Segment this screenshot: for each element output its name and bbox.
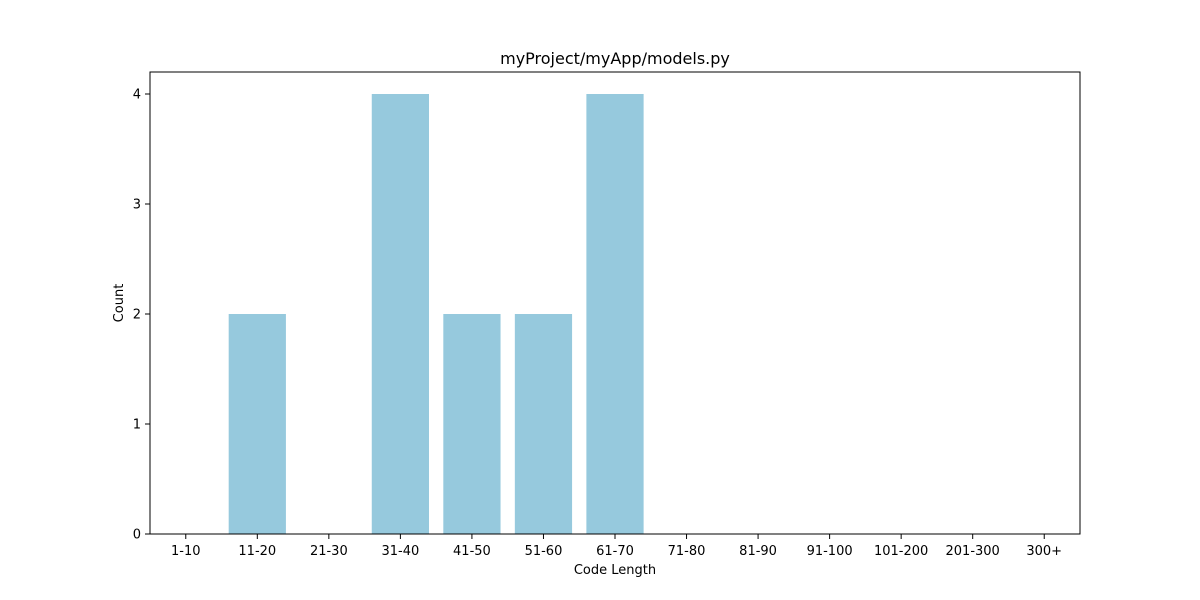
bar-31-40: [371, 94, 429, 534]
x-tick-label: 71-80: [668, 544, 706, 559]
y-tick-label: 0: [133, 528, 141, 543]
x-tick-label: 201-300: [946, 544, 1000, 559]
y-tick-label: 4: [133, 88, 141, 103]
chart-title: myProject/myApp/models.py: [500, 49, 730, 68]
x-tick-label: 11-20: [238, 544, 276, 559]
x-tick-label: 21-30: [310, 544, 348, 559]
x-tick-label: 91-100: [807, 544, 853, 559]
x-tick-label: 300+: [1026, 544, 1062, 559]
x-tick-label: 51-60: [525, 544, 563, 559]
y-tick-label: 3: [133, 198, 141, 213]
bar-61-70: [586, 94, 644, 534]
y-tick-label: 2: [133, 308, 141, 323]
bars-layer: [228, 94, 644, 534]
bar-51-60: [514, 314, 573, 534]
y-axis: 0 1 2 3 4: [133, 88, 150, 543]
x-tick-label: 1-10: [171, 544, 201, 559]
x-tick-label: 41-50: [453, 544, 491, 559]
bar-41-50: [443, 314, 501, 534]
x-tick-label: 81-90: [739, 544, 777, 559]
x-tick-label: 101-200: [874, 544, 928, 559]
x-tick-label: 31-40: [381, 544, 419, 559]
bar-11-20: [228, 314, 286, 534]
y-tick-label: 1: [133, 418, 141, 433]
x-axis-title: Code Length: [574, 563, 656, 578]
x-tick-label: 61-70: [596, 544, 634, 559]
y-axis-title: Count: [112, 284, 127, 323]
x-axis: 1-10 11-20 21-30 31-40 41-50 51-60 61-70 71-80 8…: [171, 534, 1062, 559]
